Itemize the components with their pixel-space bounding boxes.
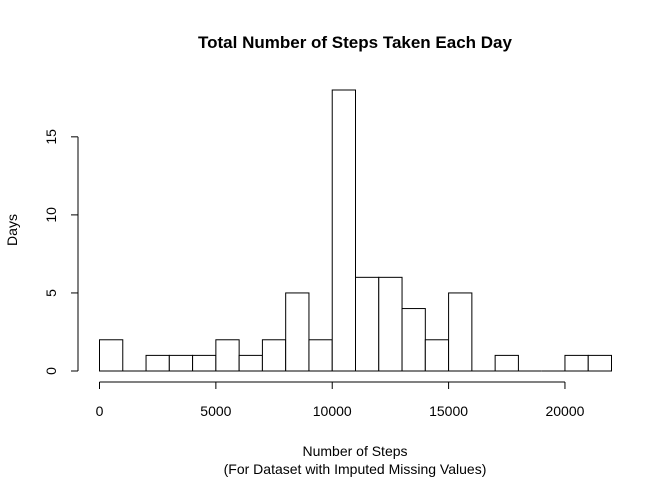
histogram-bar	[564, 354, 589, 372]
y-tick-label: 10	[43, 207, 59, 223]
x-tick-label: 20000	[545, 403, 584, 419]
y-tick-label: 0	[43, 367, 59, 375]
histogram-bar	[145, 354, 170, 372]
histogram-bar	[215, 339, 240, 372]
x-tick-label: 10000	[313, 403, 352, 419]
y-axis: 0 5 10 15	[43, 129, 79, 375]
histogram-bar	[448, 292, 473, 372]
histogram-bar	[355, 276, 380, 372]
histogram-bar	[331, 89, 356, 372]
y-tick-label: 15	[43, 129, 59, 145]
histogram-bar	[261, 339, 287, 372]
histogram-bar	[168, 354, 194, 372]
histogram-bar	[308, 339, 333, 372]
histogram-bar	[587, 354, 613, 372]
x-tick-label: 15000	[429, 403, 468, 419]
histogram-bar	[494, 354, 519, 372]
histogram-bar	[378, 276, 403, 372]
histogram-bar	[285, 292, 310, 372]
histogram-bar	[99, 339, 124, 372]
x-axis-label: Number of Steps	[302, 443, 407, 459]
histogram-bar	[238, 354, 263, 372]
chart-title: Total Number of Steps Taken Each Day	[198, 33, 512, 52]
histogram-bar	[401, 308, 426, 372]
bars-group	[99, 89, 613, 372]
y-tick-label: 5	[43, 289, 59, 297]
y-axis-label: Days	[4, 214, 20, 246]
x-tick-label: 0	[96, 403, 104, 419]
x-axis-sublabel: (For Dataset with Imputed Missing Values…	[224, 461, 487, 477]
histogram-bar	[192, 354, 217, 372]
x-tick-label: 5000	[200, 403, 231, 419]
x-axis: 0 5000 10000 15000 20000	[96, 381, 585, 419]
histogram-bar	[424, 339, 450, 372]
